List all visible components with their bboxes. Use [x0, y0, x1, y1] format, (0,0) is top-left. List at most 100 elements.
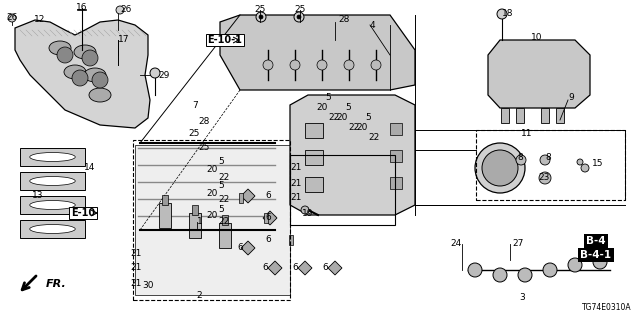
Text: 2: 2 [196, 291, 202, 300]
Text: 14: 14 [84, 164, 96, 172]
Text: 24: 24 [451, 238, 462, 247]
Circle shape [317, 60, 327, 70]
Bar [516, 108, 524, 123]
Circle shape [371, 60, 381, 70]
Circle shape [577, 159, 583, 165]
Circle shape [116, 6, 124, 14]
Text: 4: 4 [370, 20, 376, 29]
Bar [501, 108, 509, 123]
Text: 7: 7 [192, 100, 198, 109]
Text: 20: 20 [356, 124, 367, 132]
Text: 21: 21 [291, 163, 302, 172]
Text: 5: 5 [218, 181, 224, 190]
Bar [20, 148, 85, 166]
Circle shape [344, 60, 354, 70]
Bar [390, 177, 402, 189]
Bar [20, 220, 85, 238]
Text: 27: 27 [512, 238, 524, 247]
Text: 22: 22 [218, 172, 229, 181]
Bar [556, 108, 564, 123]
Text: 25: 25 [254, 5, 266, 14]
Circle shape [259, 15, 263, 19]
Polygon shape [241, 241, 255, 255]
Text: 21: 21 [291, 194, 302, 203]
Text: E-10-1: E-10-1 [207, 35, 243, 45]
Polygon shape [15, 20, 150, 128]
Text: 5: 5 [218, 157, 224, 166]
Circle shape [297, 15, 301, 19]
Bar [219, 223, 231, 248]
Text: 17: 17 [118, 36, 129, 44]
Ellipse shape [74, 45, 96, 59]
Ellipse shape [64, 65, 86, 79]
Ellipse shape [29, 201, 76, 210]
Text: B-4: B-4 [586, 236, 606, 246]
Text: 29: 29 [158, 70, 170, 79]
Text: 22: 22 [348, 123, 359, 132]
Circle shape [493, 268, 507, 282]
Ellipse shape [29, 177, 76, 186]
Text: 28: 28 [338, 15, 349, 25]
Circle shape [468, 263, 482, 277]
Text: 8: 8 [545, 154, 551, 163]
Ellipse shape [29, 225, 76, 234]
Text: 20: 20 [316, 103, 328, 113]
Text: 22: 22 [218, 218, 229, 227]
Text: 25: 25 [188, 129, 200, 138]
Bar [20, 196, 85, 214]
Text: 6: 6 [322, 263, 328, 273]
Text: 20: 20 [206, 188, 218, 197]
Circle shape [475, 143, 525, 193]
Circle shape [581, 164, 589, 172]
Text: 9: 9 [568, 93, 573, 102]
Text: B-4-1: B-4-1 [580, 250, 612, 260]
Text: 21: 21 [131, 249, 142, 258]
Text: 18: 18 [502, 10, 513, 19]
Text: 30: 30 [142, 281, 154, 290]
Text: 6: 6 [265, 191, 271, 201]
Polygon shape [241, 189, 255, 203]
Bar [541, 108, 549, 123]
Text: 25: 25 [294, 5, 306, 14]
Text: 22: 22 [218, 196, 229, 204]
Circle shape [497, 9, 507, 19]
Circle shape [568, 258, 582, 272]
Text: 6: 6 [237, 244, 243, 252]
Ellipse shape [49, 41, 71, 55]
Bar [290, 155, 395, 225]
Text: 28: 28 [198, 117, 209, 126]
Circle shape [518, 268, 532, 282]
Text: FR.: FR. [46, 279, 67, 289]
Text: 5: 5 [345, 103, 351, 113]
Circle shape [92, 72, 108, 88]
Ellipse shape [29, 153, 76, 162]
Text: 3: 3 [519, 293, 525, 302]
Bar [133, 140, 290, 300]
Text: 5: 5 [365, 114, 371, 123]
Circle shape [593, 255, 607, 269]
Polygon shape [239, 193, 243, 203]
Text: 20: 20 [336, 114, 348, 123]
Polygon shape [290, 95, 415, 215]
Circle shape [516, 155, 526, 165]
Circle shape [150, 68, 160, 78]
Circle shape [543, 263, 557, 277]
Text: 22: 22 [368, 132, 380, 141]
Polygon shape [298, 261, 312, 275]
Circle shape [263, 60, 273, 70]
Text: 22: 22 [328, 113, 339, 122]
Text: 15: 15 [592, 158, 604, 167]
Text: 5: 5 [325, 93, 331, 102]
Text: 20: 20 [206, 212, 218, 220]
Text: 20: 20 [206, 165, 218, 174]
Bar [135, 145, 290, 295]
Text: 8: 8 [517, 154, 523, 163]
Circle shape [82, 50, 98, 66]
Text: 21: 21 [291, 179, 302, 188]
Circle shape [8, 14, 16, 22]
Bar [189, 213, 201, 238]
Circle shape [256, 12, 266, 22]
Polygon shape [220, 15, 415, 90]
Text: 6: 6 [265, 213, 271, 222]
Polygon shape [488, 40, 590, 108]
